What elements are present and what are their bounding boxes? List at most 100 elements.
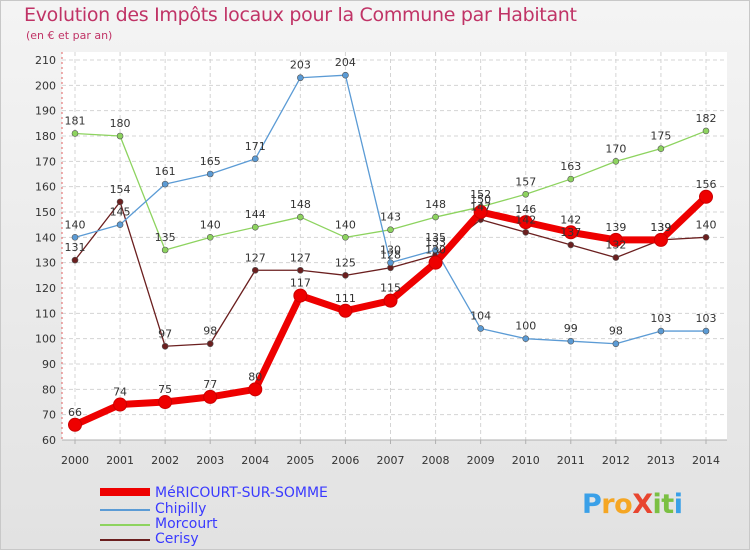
data-label: 111 [335,292,356,305]
legend-label: MéRICOURT-SUR-SOMME [155,485,328,501]
data-label: 147 [470,201,491,214]
x-tick-label: 2000 [61,454,89,467]
legend-swatch [100,509,150,511]
data-point [567,337,575,345]
data-label: 140 [65,218,86,231]
data-label: 139 [650,221,671,234]
data-point [297,266,304,274]
data-point [251,223,259,231]
chart-subtitle: (en € et par an) [26,29,113,42]
legend-label: Cerisy [155,531,199,547]
data-label: 137 [560,226,581,239]
legend-swatch [100,488,150,496]
logo-letter: P [582,489,602,520]
data-label: 150 [470,193,491,206]
data-label: 154 [110,183,131,196]
data-label: 181 [65,114,86,127]
data-point [297,213,304,221]
data-label: 130 [380,244,401,257]
data-point [206,340,214,348]
data-point [116,198,124,206]
logo-letter: o [614,489,633,520]
data-label: 161 [155,165,176,178]
data-label: 171 [245,140,266,153]
x-tick-label: 2014 [692,454,720,467]
data-label: 203 [290,59,311,72]
logo-letter: r [601,489,615,520]
y-tick-label: 170 [35,155,56,168]
data-point [702,327,710,335]
data-point [477,325,484,332]
data-point [203,389,218,404]
x-tick-label: 2008 [422,454,450,467]
x-tick-label: 2010 [512,454,540,467]
legend-swatch [100,539,150,541]
y-tick-label: 130 [35,257,56,270]
data-point [567,175,575,183]
data-point [653,232,668,247]
y-tick-label: 140 [35,231,56,244]
data-point [161,180,169,188]
data-point [383,293,398,308]
data-label: 139 [605,221,626,234]
data-point [612,158,620,165]
data-label: 103 [696,312,717,325]
x-tick-label: 2012 [602,454,630,467]
data-point [567,241,575,249]
data-point [71,234,79,241]
x-tick-label: 2001 [106,454,134,467]
data-point [518,215,533,230]
data-label: 152 [470,188,491,201]
data-label: 80 [248,370,262,383]
data-label: 143 [380,211,401,224]
y-tick-label: 160 [35,181,56,194]
x-tick-label: 2002 [151,454,179,467]
data-point [473,205,488,219]
data-point [206,234,214,241]
data-point [293,288,308,303]
y-tick-label: 190 [35,105,56,118]
data-label: 139 [650,221,671,234]
data-label: 99 [564,322,578,335]
data-point [161,246,169,254]
data-label: 98 [203,325,217,338]
data-label: 142 [515,213,536,226]
y-tick-label: 110 [35,307,56,320]
data-point [432,246,439,254]
data-point [432,213,439,221]
data-point [342,234,349,241]
data-point [248,382,263,397]
data-label: 117 [290,277,311,290]
data-label: 115 [380,282,401,295]
data-label: 180 [110,117,131,130]
x-tick-label: 2004 [241,454,269,467]
data-label: 127 [245,251,266,264]
data-point [71,130,79,137]
y-tick-label: 150 [35,206,56,219]
data-label: 144 [245,208,266,221]
legend-label: Morcourt [155,516,218,532]
data-point [428,255,443,270]
y-tick-label: 90 [42,358,56,371]
data-label: 97 [158,327,172,340]
logo-letter: X [632,489,653,520]
data-point [71,256,79,264]
data-point [522,228,530,236]
x-tick-label: 2009 [467,454,495,467]
legend-label: Chipilly [155,501,207,517]
data-label: 140 [200,218,221,231]
y-tick-label: 70 [42,409,56,422]
x-tick-label: 2005 [286,454,314,467]
proxiti-logo: ProXiti [582,489,683,520]
y-tick-label: 80 [42,383,56,396]
data-label: 131 [65,241,86,254]
data-label: 170 [605,142,626,155]
data-point [608,232,623,247]
data-point [702,127,710,135]
y-tick-label: 210 [35,54,56,67]
data-point [563,225,578,240]
data-point [116,221,124,228]
data-label: 77 [203,378,217,391]
x-tick-label: 2003 [196,454,224,467]
